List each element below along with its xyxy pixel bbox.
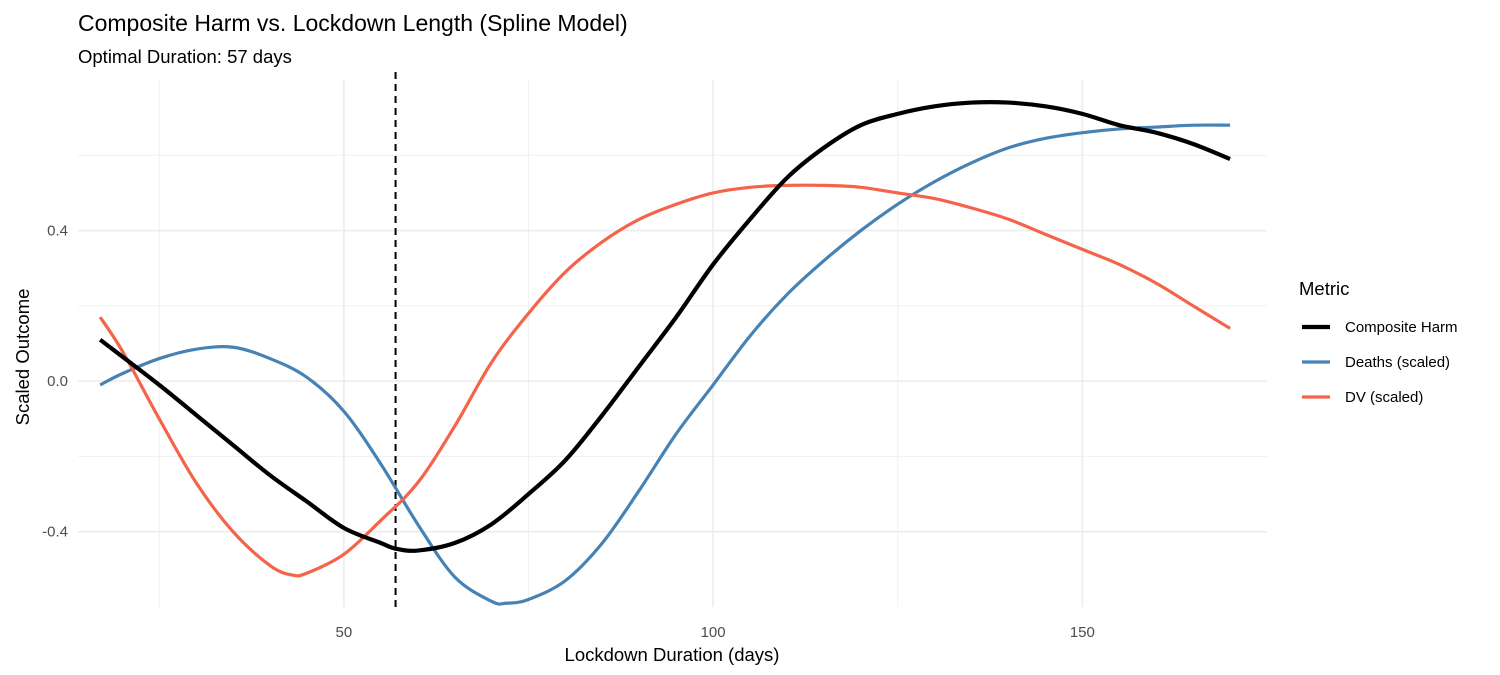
legend-items: Composite Harm Deaths (scaled) DV (scaled) xyxy=(1302,319,1458,406)
series-line-composite-harm xyxy=(98,100,1231,553)
y-tick-label: -0.4 xyxy=(42,524,68,541)
x-tick-layer: 50 100 150 xyxy=(336,624,1095,641)
x-axis-label: Lockdown Duration (days) xyxy=(565,644,780,665)
legend-label-composite-harm: Composite Harm xyxy=(1345,319,1458,336)
series-layer xyxy=(98,100,1231,606)
series-line-deaths-scaled xyxy=(99,123,1231,606)
legend-label-dv-scaled: DV (scaled) xyxy=(1345,389,1423,406)
y-tick-label: 0.4 xyxy=(47,223,68,240)
y-tick-label: 0.0 xyxy=(47,373,68,390)
x-tick-label: 50 xyxy=(336,624,353,641)
legend-label-deaths-scaled: Deaths (scaled) xyxy=(1345,354,1450,371)
legend: Metric Composite Harm Deaths (scaled) DV (… xyxy=(1299,278,1458,406)
y-tick-layer: -0.4 0.0 0.4 xyxy=(42,223,68,541)
y-axis-label: Scaled Outcome xyxy=(12,289,33,426)
x-tick-label: 150 xyxy=(1070,624,1095,641)
series-line-dv-scaled xyxy=(98,183,1231,578)
grid-layer xyxy=(78,80,1267,607)
chart-title: Composite Harm vs. Lockdown Length (Spli… xyxy=(78,10,628,36)
x-tick-label: 100 xyxy=(701,624,726,641)
legend-title: Metric xyxy=(1299,278,1349,299)
chart-subtitle: Optimal Duration: 57 days xyxy=(78,46,292,67)
